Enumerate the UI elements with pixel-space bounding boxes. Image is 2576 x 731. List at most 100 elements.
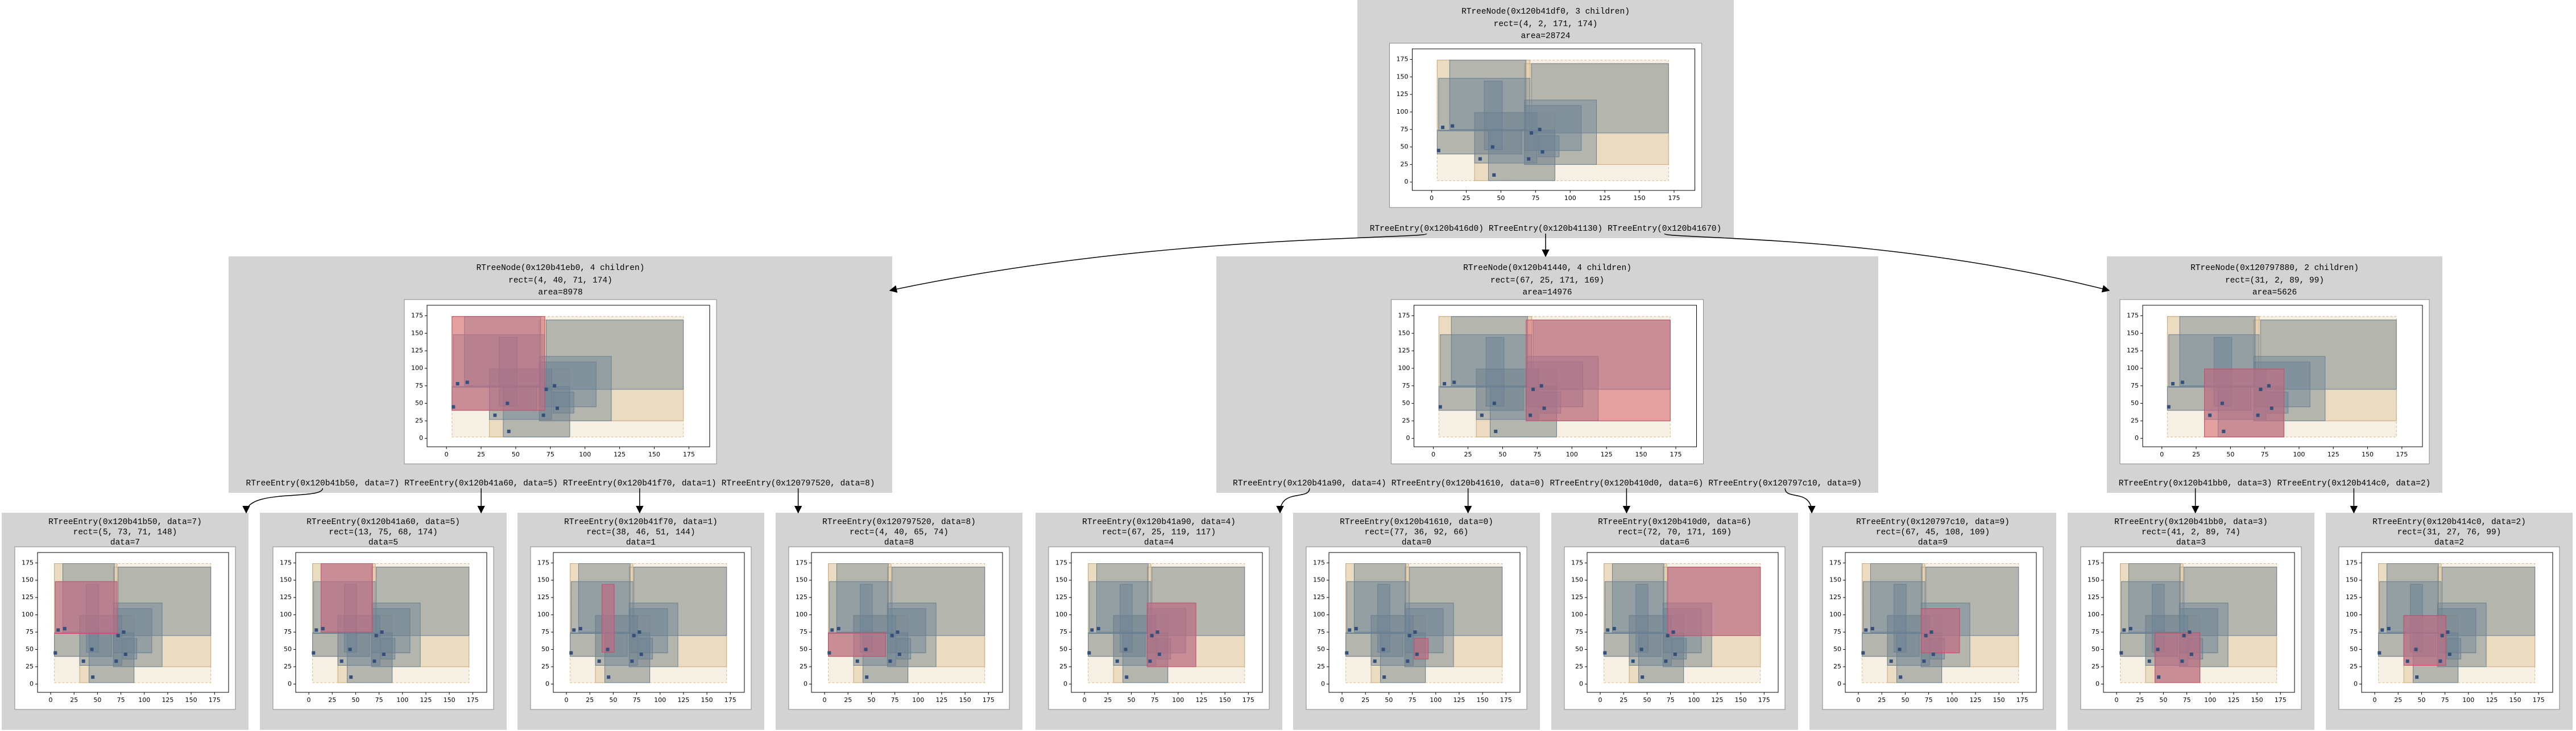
point (1406, 659, 1410, 663)
chart: 0 25 50 75 100 125 150 175 0 25 50 75 100 125 150 175 (272, 546, 494, 710)
point (114, 659, 118, 663)
point (2446, 630, 2450, 634)
point (2256, 413, 2260, 417)
chart-frame (2338, 546, 2560, 710)
point (2414, 647, 2418, 651)
point (632, 634, 636, 638)
highlight-rect (2403, 615, 2446, 666)
y-tick-label: 25 (2131, 417, 2139, 424)
chart: 0 25 50 75 100 125 150 175 0 25 50 75 100 125 150 175 (2080, 546, 2302, 710)
point (572, 628, 576, 632)
point (1889, 659, 1893, 663)
x-tick-label: 0 (49, 696, 53, 704)
y-tick-label: 50 (1059, 645, 1067, 653)
entry-rect (1638, 632, 1684, 683)
box-title: RTreeEntry(0x120797520, data=8) (822, 518, 976, 527)
x-tick-label: 175 (209, 696, 221, 704)
y-tick-label: 125 (537, 593, 549, 601)
axes-box (426, 305, 710, 447)
entry-rect (89, 632, 135, 683)
chart-frame (14, 546, 236, 710)
x-tick-label: 25 (1464, 451, 1472, 458)
point (2259, 387, 2263, 391)
y-tick-label: 0 (2135, 434, 2139, 442)
point (1527, 157, 1531, 161)
y-tick-label: 75 (1833, 628, 1841, 636)
point (2220, 401, 2224, 405)
entry-rect (1870, 563, 1923, 633)
box-rect: rect=(13, 75, 68, 174) (329, 528, 437, 537)
entry-rect (892, 567, 985, 636)
point (1924, 634, 1928, 638)
entry-rect (371, 608, 411, 654)
point (639, 653, 643, 657)
entry-rect (633, 567, 727, 636)
axes-box (37, 552, 229, 693)
x-tick-label: 100 (2293, 451, 2305, 458)
x-tick-label: 125 (614, 451, 626, 458)
y-tick-label: 175 (1571, 559, 1583, 566)
entry-rect (1088, 632, 1146, 657)
box-area: area=28724 (1521, 32, 1570, 41)
point (1413, 630, 1417, 634)
point (2180, 380, 2184, 384)
node-rect (1604, 563, 1667, 657)
point (1864, 628, 1868, 632)
x-tick-label: 25 (2192, 451, 2200, 458)
point (455, 382, 459, 386)
entry-rect (1353, 563, 1406, 633)
point (1452, 380, 1456, 384)
point (578, 626, 582, 630)
x-tick-label: 75 (375, 696, 383, 704)
x-tick-label: 125 (2327, 451, 2339, 458)
point (1490, 145, 1494, 149)
x-tick-label: 175 (983, 696, 995, 704)
point (2188, 630, 2192, 634)
x-tick-label: 125 (1601, 451, 1613, 458)
y-tick-label: 0 (2354, 680, 2358, 687)
x-tick-label: 175 (1500, 696, 1512, 704)
box-data: data=3 (2176, 538, 2206, 547)
point (1529, 413, 1533, 417)
x-tick-label: 125 (161, 696, 173, 704)
point (56, 628, 60, 632)
point (314, 628, 318, 632)
y-tick-label: 100 (537, 611, 549, 618)
point (465, 380, 469, 384)
chart: 0 25 50 75 100 125 150 175 0 25 50 75 100 125 150 175 (788, 546, 1010, 710)
x-tick-label: 25 (1878, 696, 1886, 704)
point (897, 653, 901, 657)
point (1494, 429, 1498, 433)
point (63, 626, 67, 630)
point (1090, 628, 1094, 632)
y-tick-label: 150 (1571, 576, 1583, 584)
entry-label: RTreeEntry(0x120b41bb0, data=3) (2119, 479, 2272, 488)
point (2440, 634, 2444, 638)
entry-rect (1449, 60, 1526, 130)
x-tick-label: 0 (1340, 696, 1344, 704)
point (507, 429, 511, 433)
box-title: RTreeEntry(0x120b414c0, data=2) (2372, 518, 2526, 527)
x-tick-label: 100 (2462, 696, 2474, 704)
x-tick-label: 100 (654, 696, 666, 704)
box-data: data=8 (884, 538, 914, 547)
point (1673, 653, 1677, 657)
y-tick-label: 75 (1059, 628, 1067, 636)
x-tick-label: 25 (844, 696, 852, 704)
point (1382, 675, 1386, 679)
y-tick-label: 75 (1402, 382, 1410, 389)
x-tick-label: 150 (1219, 696, 1231, 704)
y-tick-label: 0 (804, 680, 807, 687)
chart: 0 25 50 75 100 125 150 175 0 25 50 75 100 125 150 175 (14, 546, 236, 710)
y-tick-label: 75 (1401, 126, 1409, 133)
chart: 0 25 50 75 100 125 150 175 0 25 50 75 100 125 150 175 (2119, 299, 2430, 464)
chart: 0 25 50 75 100 125 150 175 0 25 50 75 100 125 150 175 (1048, 546, 1270, 710)
x-tick-label: 150 (959, 696, 971, 704)
y-tick-label: 50 (1575, 645, 1583, 653)
y-tick-label: 175 (1829, 559, 1841, 566)
x-tick-label: 75 (1533, 451, 1541, 458)
highlight-rect (1526, 319, 1671, 421)
point (1157, 653, 1161, 657)
point (2222, 429, 2226, 433)
y-tick-label: 75 (1317, 628, 1325, 636)
